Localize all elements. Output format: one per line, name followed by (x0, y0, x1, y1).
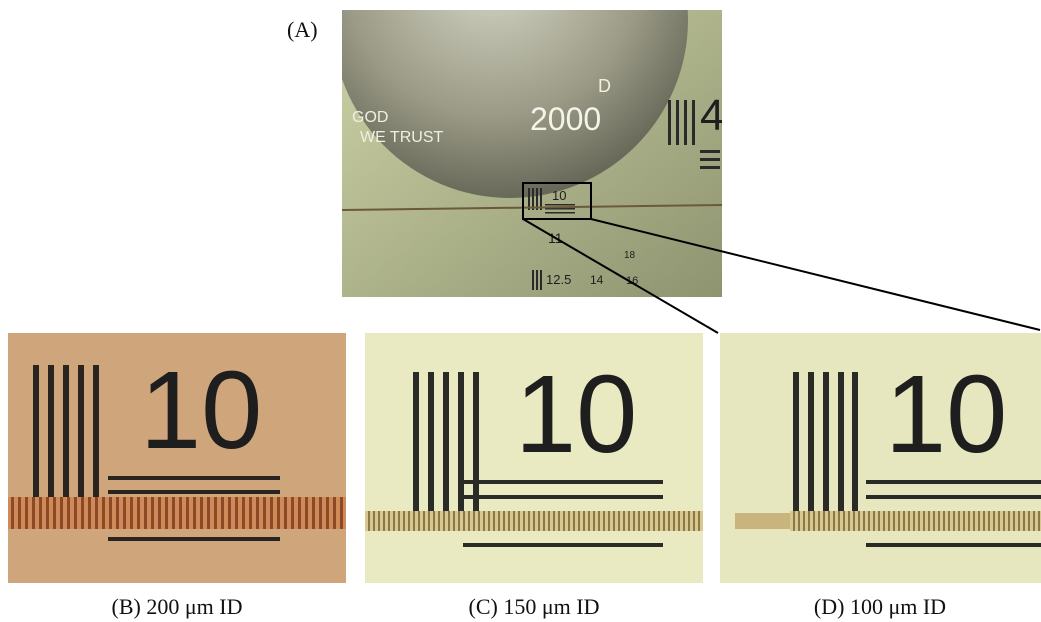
panel-label: (C) 150 μm ID (469, 594, 600, 619)
target-number: 10 (552, 188, 566, 203)
figure: (A) GOD WE TRUST D 2000 4 10 11 18 12.5 … (0, 0, 1041, 622)
panel-b: 10 (B) 200 μm ID (8, 333, 346, 619)
coil (790, 511, 1041, 531)
target-number: 18 (624, 250, 636, 261)
panel-a: (A) GOD WE TRUST D 2000 4 10 11 18 12.5 … (287, 0, 724, 297)
target-number: 12.5 (546, 272, 571, 287)
coil (8, 497, 346, 529)
panel-label: (B) 200 μm ID (112, 594, 243, 619)
panel-label: (D) 100 μm ID (814, 594, 946, 619)
coin-text: WE TRUST (360, 129, 443, 146)
coin-text: D (598, 76, 611, 96)
coin-text: GOD (352, 109, 388, 126)
panel-label: (A) (287, 17, 318, 42)
coil (365, 511, 703, 531)
target-number: 10 (140, 349, 262, 472)
target-number: 10 (885, 353, 1007, 476)
target-number: 4 (700, 91, 724, 140)
target-number: 14 (590, 273, 604, 287)
target-number: 10 (515, 353, 637, 476)
panel-c: 10 (C) 150 μm ID (365, 333, 703, 619)
tube (735, 513, 790, 529)
coin-text: 2000 (530, 101, 601, 137)
panel-d: 10 (D) 100 μm ID (720, 333, 1041, 619)
